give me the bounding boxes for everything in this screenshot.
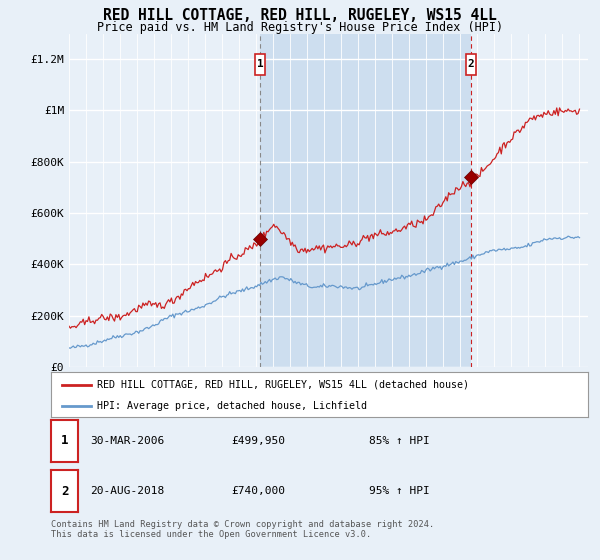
Text: RED HILL COTTAGE, RED HILL, RUGELEY, WS15 4LL (detached house): RED HILL COTTAGE, RED HILL, RUGELEY, WS1… — [97, 380, 469, 390]
Text: 20-AUG-2018: 20-AUG-2018 — [90, 487, 164, 496]
Bar — [260, 34, 471, 367]
FancyBboxPatch shape — [255, 54, 265, 74]
Text: 85% ↑ HPI: 85% ↑ HPI — [369, 436, 430, 446]
FancyBboxPatch shape — [466, 54, 476, 74]
Text: 1: 1 — [61, 435, 68, 447]
Text: 2: 2 — [468, 59, 475, 69]
Text: HPI: Average price, detached house, Lichfield: HPI: Average price, detached house, Lich… — [97, 401, 367, 411]
Text: Contains HM Land Registry data © Crown copyright and database right 2024.
This d: Contains HM Land Registry data © Crown c… — [51, 520, 434, 539]
Text: 1: 1 — [257, 59, 263, 69]
Text: 95% ↑ HPI: 95% ↑ HPI — [369, 487, 430, 496]
Text: RED HILL COTTAGE, RED HILL, RUGELEY, WS15 4LL: RED HILL COTTAGE, RED HILL, RUGELEY, WS1… — [103, 8, 497, 24]
Text: £499,950: £499,950 — [231, 436, 285, 446]
Text: 2: 2 — [61, 485, 68, 498]
Text: 30-MAR-2006: 30-MAR-2006 — [90, 436, 164, 446]
Text: Price paid vs. HM Land Registry's House Price Index (HPI): Price paid vs. HM Land Registry's House … — [97, 21, 503, 34]
Text: £740,000: £740,000 — [231, 487, 285, 496]
